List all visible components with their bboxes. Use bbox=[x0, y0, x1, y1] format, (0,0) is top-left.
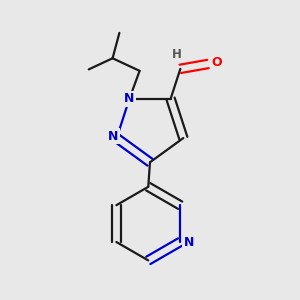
Text: N: N bbox=[184, 236, 194, 248]
Text: O: O bbox=[212, 56, 222, 69]
Text: N: N bbox=[108, 130, 118, 143]
Text: H: H bbox=[172, 48, 182, 61]
Text: N: N bbox=[124, 92, 135, 105]
